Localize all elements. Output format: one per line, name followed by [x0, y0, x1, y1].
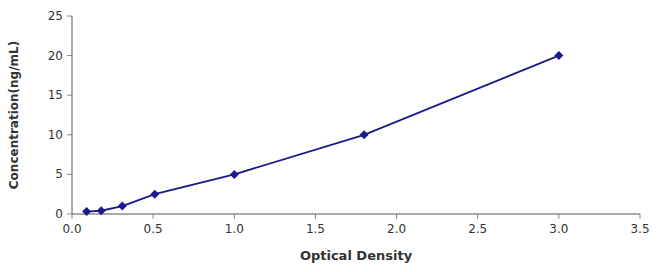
y-tick-label: 0 [55, 207, 63, 221]
x-tick [640, 214, 641, 219]
y-tick [67, 16, 72, 17]
y-tick [67, 134, 72, 135]
point [82, 207, 91, 216]
y-tick-label: 10 [48, 128, 63, 142]
x-tick [396, 214, 397, 219]
x-axis-label: Optical Density [300, 248, 413, 263]
axes: 0.0 0.5 1.0 1.5 2.0 2.5 3.0 3.5 0 5 10 15 20 25 [48, 9, 650, 236]
y-tick-label: 25 [48, 9, 63, 23]
chart-container: 0.0 0.5 1.0 1.5 2.0 2.5 3.0 3.5 0 5 10 15 20 25 Optica… [0, 0, 664, 272]
point [118, 202, 127, 211]
point [97, 206, 106, 215]
x-tick [315, 214, 316, 219]
point [360, 130, 369, 139]
x-tick [72, 214, 73, 219]
y-tick [67, 95, 72, 96]
point [230, 170, 239, 179]
y-tick [67, 214, 72, 215]
x-tick [153, 214, 154, 219]
x-tick-label: 3.5 [630, 222, 649, 236]
y-tick [67, 174, 72, 175]
x-tick-label: 2.5 [468, 222, 487, 236]
y-tick-label: 5 [55, 167, 63, 181]
x-tick-label: 0.0 [62, 222, 81, 236]
y-axis-label: Concentration(ng/mL) [7, 41, 21, 189]
chart-svg: 0.0 0.5 1.0 1.5 2.0 2.5 3.0 3.5 0 5 10 15 20 25 Optica… [0, 0, 664, 272]
y-tick-label: 20 [48, 49, 63, 63]
line [87, 56, 559, 212]
y-tick-label: 15 [48, 88, 63, 102]
x-tick-label: 3.0 [549, 222, 568, 236]
x-tick-label: 1.0 [225, 222, 244, 236]
x-tick [477, 214, 478, 219]
plot-area [82, 51, 563, 216]
point [554, 51, 563, 60]
y-axis-line [72, 16, 73, 214]
x-axis-line [72, 214, 640, 215]
x-tick-label: 1.5 [306, 222, 325, 236]
x-tick-label: 2.0 [387, 222, 406, 236]
y-tick [67, 55, 72, 56]
x-tick-label: 0.5 [144, 222, 163, 236]
x-tick [558, 214, 559, 219]
point [150, 190, 159, 199]
x-tick [234, 214, 235, 219]
